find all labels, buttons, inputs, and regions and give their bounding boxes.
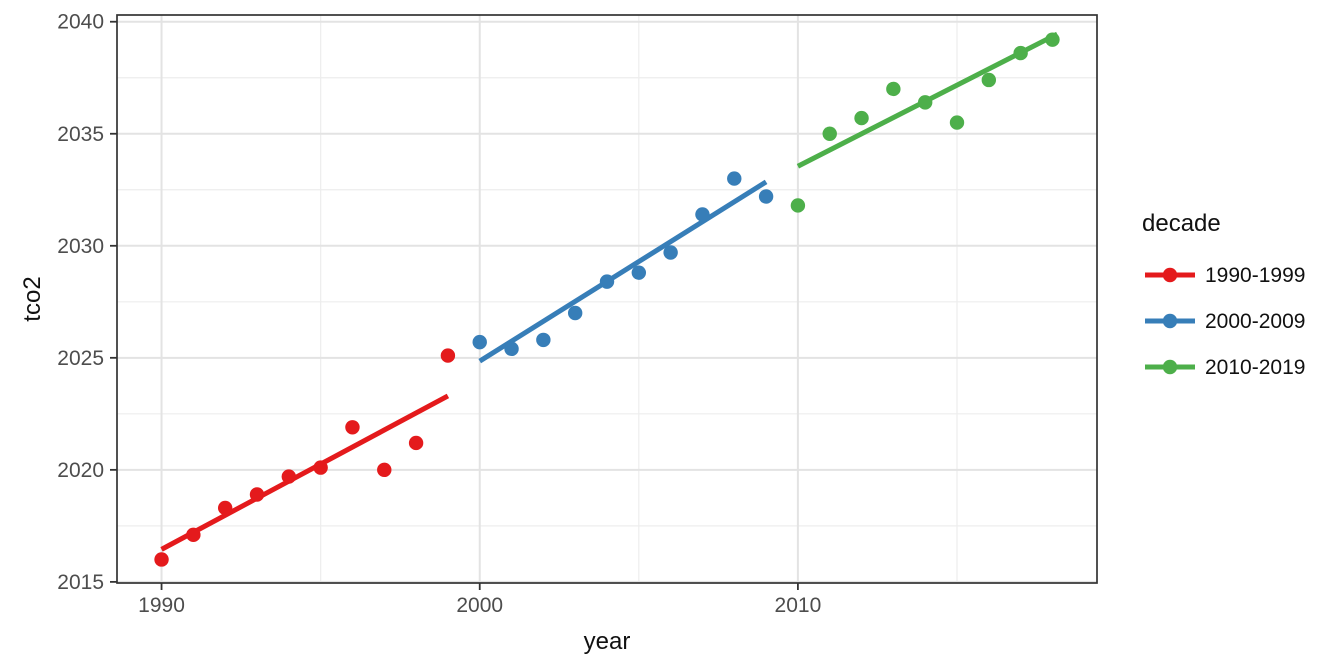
trend-line (478, 179, 768, 364)
legend-item-label: 2000-2009 (1205, 309, 1306, 333)
y-axis-title: tco2 (19, 276, 46, 322)
data-point (536, 332, 551, 348)
legend-title: decade (1142, 210, 1221, 237)
x-tick-label: 2000 (456, 594, 503, 617)
data-point (599, 274, 615, 289)
data-point (281, 469, 297, 484)
legend-key-line-dot-icon (1145, 313, 1195, 329)
data-point (377, 462, 392, 478)
legend-item-label: 1990-1999 (1205, 263, 1306, 287)
data-point (917, 95, 933, 110)
data-point (727, 171, 742, 186)
y-tick-label: 2035 (57, 123, 104, 146)
data-point (472, 334, 487, 350)
data-point (822, 126, 837, 141)
data-point (949, 115, 965, 130)
y-tick-label: 2020 (57, 459, 104, 482)
data-point (631, 265, 647, 280)
data-point (217, 500, 233, 516)
data-point (440, 348, 456, 363)
data-point (663, 245, 678, 260)
legend-item: 2000-2009 (1140, 306, 1340, 336)
data-point (249, 487, 265, 502)
legend-item: 1990-1999 (1140, 260, 1340, 290)
data-point (504, 341, 519, 357)
y-tick-label: 2040 (57, 11, 104, 34)
data-point (1013, 45, 1028, 61)
data-point (790, 198, 806, 213)
data-point (854, 110, 869, 126)
data-point (981, 72, 997, 88)
legend-item: 2010-2019 (1140, 352, 1340, 382)
x-axis-title: year (583, 628, 631, 655)
x-tick-label: 2010 (775, 594, 822, 617)
data-point (154, 552, 169, 567)
panel-border (116, 14, 1098, 584)
data-point (408, 435, 424, 451)
data-point (567, 305, 583, 321)
y-tick-label: 2030 (57, 235, 104, 258)
panel-background (117, 15, 1097, 583)
data-point (186, 527, 201, 543)
data-point (886, 81, 901, 97)
legend-item-label: 2010-2019 (1205, 355, 1306, 379)
trend-line (160, 393, 450, 552)
data-point (758, 189, 774, 204)
y-tick-label: 2015 (57, 571, 104, 594)
data-point (345, 420, 360, 435)
y-tick-label: 2025 (57, 347, 104, 370)
legend: decade 1990-1999 2000-2009 2010-2019 (1140, 212, 1340, 398)
data-point (313, 460, 328, 475)
legend-key-line-dot-icon (1145, 359, 1195, 375)
data-point (695, 207, 710, 222)
data-point (1045, 32, 1060, 47)
x-tick-label: 1990 (138, 594, 185, 617)
legend-key-line-dot-icon (1145, 267, 1195, 283)
